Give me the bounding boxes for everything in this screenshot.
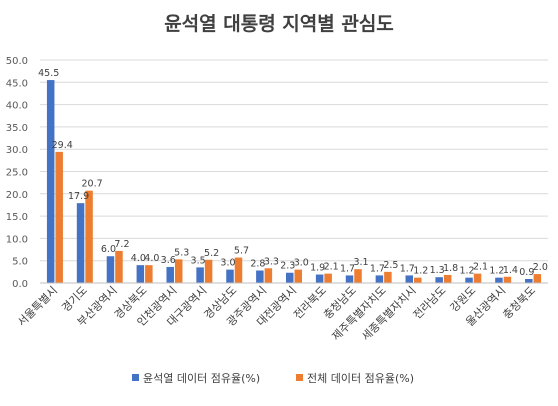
bar-total-share [174,259,183,283]
bar-yoon-share [286,272,294,283]
data-label: 1.3 [430,265,445,276]
bar-total-share [264,268,273,283]
x-tick-label: 서울특별시 [15,284,60,329]
data-label: 2.0 [533,262,548,273]
bar-yoon-share [495,277,503,283]
data-label: 2.8 [250,259,265,270]
data-label: 4.0 [131,253,146,264]
bar-yoon-share [405,275,414,283]
legend-item: 전체 데이터 점유율(%) [296,372,414,385]
y-tick-label: 30.0 [6,145,28,156]
y-axis-ticks: 0.0 5.0 10.0 15.0 20.0 25.0 30.0 35.0 40.0 45.0 50… [6,56,28,290]
legend-item: 윤석열 데이터 점유율(%) [132,372,260,385]
data-label: 3.3 [264,256,279,267]
bars [46,80,542,283]
bar-total-share [414,277,422,283]
data-label: 1.8 [443,263,458,274]
bar-yoon-share [226,269,234,283]
y-tick-label: 25.0 [6,168,28,179]
y-tick-label: 20.0 [6,190,28,201]
data-label: 4.0 [144,253,159,264]
bar-total-share [443,274,452,283]
data-label: 2.3 [280,261,295,272]
data-label: 2.5 [383,260,398,271]
data-label: 1.7 [340,263,355,274]
data-label: 5.3 [174,247,189,258]
legend: 윤석열 데이터 점유율(%) 전체 데이터 점유율(%) [132,372,414,385]
bar-total-share [115,250,123,283]
bar-total-share [234,257,243,283]
data-label: 5.2 [204,248,219,259]
bar-yoon-share [46,80,55,283]
bar-yoon-share [315,274,324,283]
data-label: 29.4 [52,140,73,151]
y-tick-label: 40.0 [6,101,28,112]
data-label: 3.5 [191,255,206,266]
data-label: 1.9 [310,263,325,274]
data-labels: 45.529.417.920.76.07.24.04.0 3.65.33.55.2… [38,68,548,278]
y-tick-label: 0.0 [12,279,28,290]
data-label: 1.2 [413,266,428,277]
bar-total-share [473,273,482,283]
bar-total-share [145,265,153,283]
y-tick-label: 50.0 [6,56,28,67]
bar-yoon-share [256,270,264,283]
bar-yoon-share [166,266,174,283]
data-label: 17.9 [68,191,89,202]
data-label: 6.0 [101,244,116,255]
bar-yoon-share [525,278,533,283]
data-label: 20.7 [81,179,102,190]
chart-title: 윤석열 대통령 지역별 관심도 [164,13,394,35]
bar-yoon-share [465,277,473,283]
bar-total-share [85,190,93,283]
y-tick-label: 15.0 [6,212,28,223]
bar-yoon-share [375,275,384,283]
data-label: 7.2 [114,239,129,250]
legend-swatch [296,374,303,381]
data-label: 5.7 [234,246,249,257]
bar-yoon-share [136,265,145,283]
bar-total-share [294,269,302,283]
data-label: 3.1 [353,257,368,268]
gridlines [40,59,548,262]
bar-total-share [503,276,512,283]
data-label: 3.6 [161,255,176,266]
data-label: 45.5 [38,68,59,79]
y-tick-label: 5.0 [12,257,28,268]
data-label: 0.9 [519,267,534,278]
legend-swatch [132,374,139,381]
bar-total-share [384,271,392,283]
bar-total-share [354,269,362,283]
bar-total-share [204,259,213,283]
data-label: 3.0 [294,258,309,269]
bar-yoon-share [196,267,204,283]
y-tick-label: 10.0 [6,234,28,245]
x-axis-ticks: 서울특별시 경기도부산광역시경상북도인천광역시대구광역시경상남도광주광역시대전광역… [15,283,538,343]
y-tick-label: 35.0 [6,123,28,134]
data-label: 1.2 [459,266,474,277]
x-tick-label: 전라남도 [411,284,449,322]
data-label: 1.4 [503,265,518,276]
bar-yoon-share [435,277,443,283]
bar-total-share [55,151,63,283]
x-tick-label: 충청북도 [500,284,538,322]
bar-total-share [533,274,542,283]
data-label: 1.7 [400,263,415,274]
bar-total-share [324,273,332,283]
data-label: 2.1 [473,262,488,273]
legend-label: 전체 데이터 점유율(%) [307,372,414,385]
data-label: 1.2 [489,266,504,277]
bar-yoon-share [106,256,115,283]
bar-yoon-share [76,203,85,283]
legend-label: 윤석열 데이터 점유율(%) [143,372,260,385]
bar-yoon-share [345,275,354,283]
data-label: 3.0 [220,258,235,269]
data-label: 2.1 [324,262,339,273]
y-tick-label: 45.0 [6,78,28,89]
data-label: 1.7 [370,263,385,274]
